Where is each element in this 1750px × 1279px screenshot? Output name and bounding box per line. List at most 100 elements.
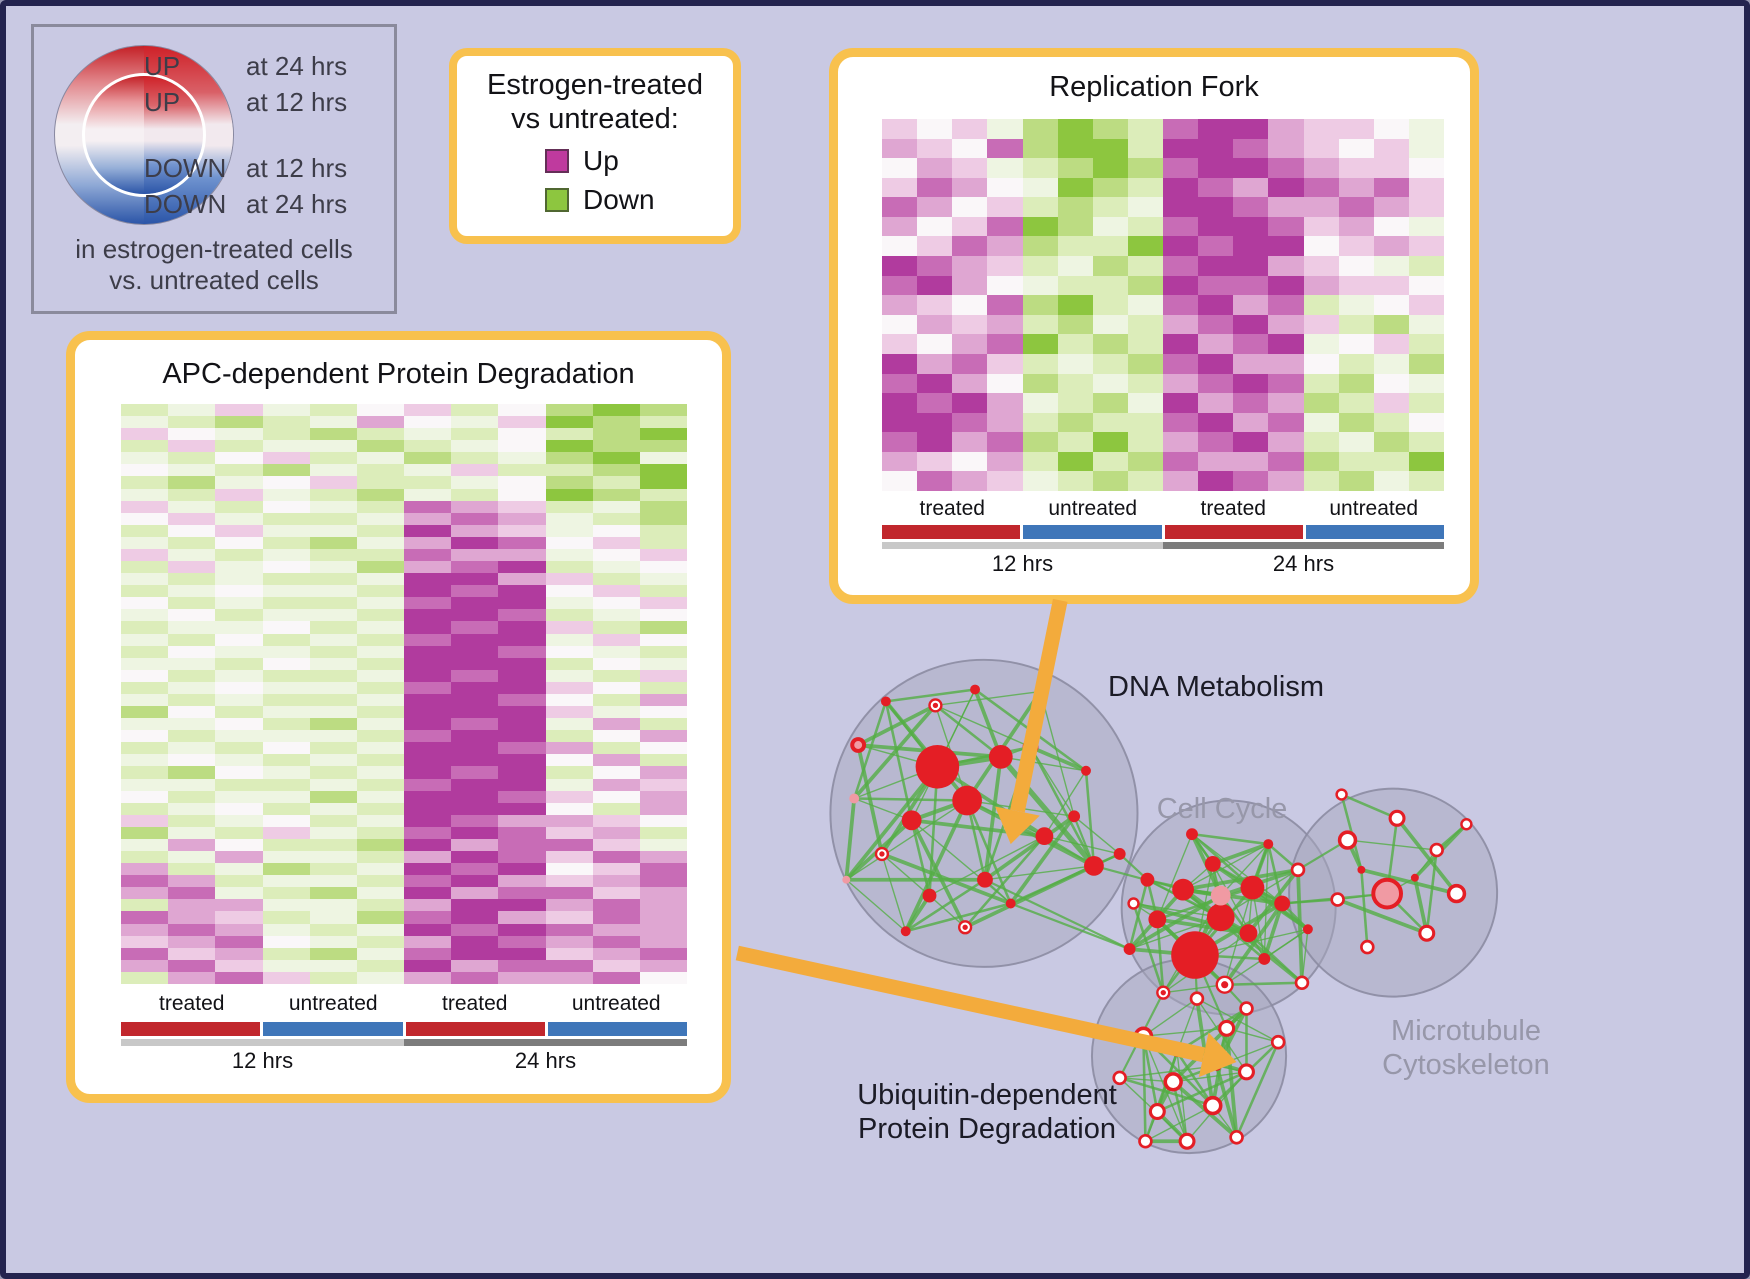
updown-ring-diagram [54,45,234,225]
gene-node-ring [1218,1019,1236,1037]
network-edge [1246,868,1300,935]
gene-node-ring [1133,1026,1154,1046]
time-label: 24 hrs [514,1048,577,1073]
cluster-label-ubiquitin-degradation: Ubiquitin-dependent Protein Degradation [857,1079,1117,1145]
gene-node-ring [1239,1001,1254,1016]
gene-node-ring [1148,1103,1166,1121]
cluster-label-microtubule-cytoskeleton: Microtubule Cytoskeleton [1382,1015,1550,1081]
network-edge [1214,1065,1239,1138]
gene-node [849,793,860,804]
gene-node [1210,885,1231,906]
network-edge [1176,1052,1188,1142]
network-edge [845,799,968,881]
time-span-bar [1163,542,1444,549]
down-label: DOWN [144,153,227,183]
time-label: at 12 hrs [246,87,348,117]
gene-node-ring [1163,1072,1183,1092]
network-edge [905,902,1012,933]
gene-node-ring [1270,1034,1286,1050]
gene-node [952,785,982,816]
network-edge [1360,869,1369,948]
column-group-label: treated [442,992,508,1015]
gene-node-ring [1178,1132,1196,1150]
gene-node [842,875,851,884]
gene-node-core [879,851,885,857]
gene-node [1034,685,1047,698]
gene-node-ring [1335,788,1348,801]
network-edge [853,797,912,821]
network-edge [884,701,913,821]
down-swatch [545,188,569,212]
cluster-label-dna-metabolism: DNA Metabolism [1108,671,1324,703]
network-edge [857,703,937,747]
gene-node [1211,1061,1222,1071]
cluster-label-cell-cycle: Cell Cycle [1156,793,1288,825]
gene-node [1084,855,1104,876]
gene-node [1140,872,1155,887]
gene-node [1410,873,1419,882]
gene-node [1302,924,1313,935]
panel-title: APC-dependent Protein Degradation [162,358,635,390]
network-edge [1212,842,1269,866]
legend-title-line1: Estrogen-treated [486,69,703,101]
time-span-bar [882,542,1163,549]
gene-node-ring [1229,1130,1244,1145]
network-edge [881,853,930,897]
gene-node [1357,865,1366,874]
ring-caption-line2: vs. untreated cells [109,265,319,295]
network-edge [881,852,1012,906]
network-edge [1336,897,1428,935]
gene-node [1081,765,1091,776]
gene-node [1240,875,1265,900]
gene-node [1204,855,1221,872]
apc-group-labels: treated untreated treated untreated [121,992,687,1016]
network-edge [929,895,966,928]
column-group-label: treated [1200,497,1266,520]
gene-node [1239,924,1258,943]
gene-node-ring [1330,892,1345,907]
ring-label-down-12: DOWN at 12 hrs [144,153,347,184]
up-swatch-label: Up [583,145,619,176]
untreated-color-bar [547,1022,687,1036]
ring-label-up-12: UP at 12 hrs [144,87,347,118]
up-swatch [545,149,569,173]
network-edge [1413,877,1429,934]
network-edge [844,798,857,880]
gene-node-ring [850,737,867,753]
gene-node-ring [1388,809,1406,827]
gene-node-core [1160,989,1166,996]
network-edge [1224,981,1302,987]
apc-heatmap [121,404,687,984]
untreated-color-bar [1023,525,1162,539]
gene-node-ring [1360,939,1375,955]
gene-node-core [932,702,939,709]
network-edge [1093,864,1184,891]
network-edge [1182,843,1269,891]
gene-node [1113,848,1126,860]
gene-node [900,926,911,937]
ring-label-up-24: UP at 24 hrs [144,51,347,82]
legend-title-line2: vs untreated: [511,103,679,135]
column-group-label: untreated [1329,497,1419,520]
network-edge [1211,862,1309,931]
column-group-label: untreated [1048,497,1138,520]
gene-node [1274,895,1291,912]
treated-color-bar [882,525,1021,539]
apc-time-bars [121,1039,687,1046]
apc-treatment-bars [121,1022,687,1036]
column-group-label: treated [919,497,985,520]
network-edge [1196,997,1279,1043]
time-label: at 24 hrs [246,51,348,81]
network-edge [1341,793,1398,820]
gene-node-ring [1429,842,1444,858]
down-label: DOWN [144,189,227,219]
time-span-bar [404,1039,687,1046]
network-edge [1395,817,1458,895]
network-edge [1360,867,1457,896]
network-edge [904,894,932,933]
network-edge [1119,1076,1214,1107]
network-edge [885,688,976,703]
legend-items: Up Down [545,145,733,216]
gene-node [1005,898,1016,909]
